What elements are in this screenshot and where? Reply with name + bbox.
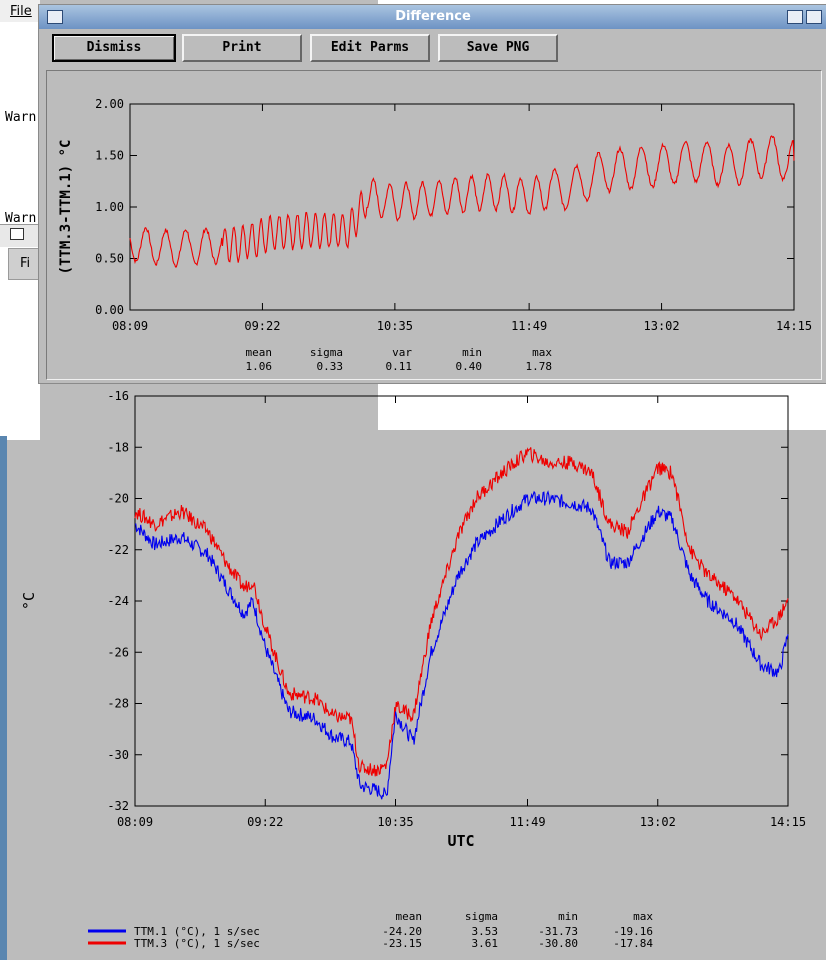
diff-stat-header-mean: mean: [246, 346, 273, 359]
diff-stat-min: 0.40: [456, 360, 483, 373]
diff-stat-header-min: min: [462, 346, 482, 359]
difference-plot-panel: [46, 70, 822, 380]
main-legend: TTM.1 (°C), 1 s/sec TTM.3 (°C), 1 s/sec …: [88, 910, 653, 950]
background-menubar: [0, 0, 40, 22]
main-x-tick-label: 13:02: [640, 815, 676, 829]
diff-x-tick-label: 14:15: [776, 319, 812, 333]
stat-ttm1-min: -31.73: [538, 925, 578, 938]
diff-y-axis-label: (TTM.3-TTM.1) °C: [58, 140, 74, 275]
save-png-button[interactable]: Save PNG: [438, 34, 558, 62]
main-y-tick-label: -26: [107, 645, 129, 659]
main-y-tick-label: -20: [107, 492, 129, 506]
window-title: Difference: [395, 9, 471, 24]
main-x-axis-label: UTC: [447, 832, 474, 850]
stat-ttm3-mean: -23.15: [382, 937, 422, 950]
diff-stat-max: 1.78: [526, 360, 553, 373]
stat-header-sigma: sigma: [465, 910, 498, 923]
main-x-tick-label: 09:22: [247, 815, 283, 829]
background-subwindow-menu-button[interactable]: [10, 228, 24, 240]
main-x-tick-label: 11:49: [509, 815, 545, 829]
diff-stat-header-sigma: sigma: [310, 346, 343, 359]
dismiss-button[interactable]: Dismiss: [52, 34, 176, 62]
legend-label-ttm1: TTM.1 (°C), 1 s/sec: [134, 925, 260, 938]
diff-x-tick-label: 08:09: [112, 319, 148, 333]
main-y-tick-label: -30: [107, 748, 129, 762]
stat-ttm1-sigma: 3.53: [472, 925, 499, 938]
window-menu-icon[interactable]: [47, 10, 63, 24]
main-y-tick-label: -18: [107, 440, 129, 454]
maximize-icon[interactable]: [806, 10, 822, 24]
background-warning-text: Warn: [5, 110, 37, 125]
stat-ttm1-max: -19.16: [613, 925, 653, 938]
print-button[interactable]: Print: [182, 34, 302, 62]
diff-y-tick-label: 0.00: [95, 303, 124, 317]
edit-parms-button[interactable]: Edit Parms: [310, 34, 430, 62]
diff-y-tick-label: 2.00: [95, 97, 124, 111]
stat-header-mean: mean: [396, 910, 423, 923]
diff-stat-header-max: max: [532, 346, 552, 359]
stat-ttm3-max: -17.84: [613, 937, 653, 950]
stat-ttm3-min: -30.80: [538, 937, 578, 950]
menu-file[interactable]: File: [10, 4, 32, 19]
background-warning-text: Warn: [5, 211, 37, 226]
diff-x-tick-label: 10:35: [377, 319, 413, 333]
difference-window: Difference: [38, 4, 826, 384]
stat-ttm1-mean: -24.20: [382, 925, 422, 938]
diff-stats: mean sigma var min max 1.06 0.33 0.11 0.…: [246, 346, 553, 373]
background-text-area: [0, 0, 40, 440]
main-series-line-2: [134, 447, 789, 777]
main-y-tick-label: -32: [107, 799, 129, 813]
difference-plot: 0.00 0.50 1.00 1.50 2.00 08:09 09:22 10:35 11:4…: [58, 97, 812, 373]
main-y-tick-label: -16: [107, 389, 129, 403]
stat-header-max: max: [633, 910, 653, 923]
main-x-tick-label: 08:09: [117, 815, 153, 829]
stat-ttm3-sigma: 3.61: [472, 937, 499, 950]
main-y-axis-label: °C: [20, 592, 38, 610]
diff-series-line-1: [129, 135, 795, 268]
main-x-tick-label: 10:35: [377, 815, 413, 829]
main-y-tick-label: -22: [107, 543, 129, 557]
stat-header-min: min: [558, 910, 578, 923]
main-y-tick-label: -24: [107, 594, 129, 608]
diff-y-tick-label: 1.50: [95, 149, 124, 163]
diff-stat-header-var: var: [392, 346, 412, 359]
main-y-tick-label: -28: [107, 697, 129, 711]
diff-stat-var: 0.11: [386, 360, 413, 373]
main-x-tick-label: 14:15: [770, 815, 806, 829]
diff-x-tick-label: 11:49: [511, 319, 547, 333]
diff-y-tick-label: 1.00: [95, 200, 124, 214]
difference-window-titlebar[interactable]: Difference: [39, 5, 826, 29]
background-subwindow-menu-file[interactable]: Fi: [20, 256, 31, 271]
diff-x-tick-label: 13:02: [644, 319, 680, 333]
diff-stat-mean: 1.06: [246, 360, 273, 373]
diff-y-tick-label: 0.50: [95, 252, 124, 266]
main-temperature-plot: -16 -18 -20 -22 -24 -26 -28 -30 -32 08:09 09:22 10…: [20, 389, 806, 950]
minimize-icon[interactable]: [787, 10, 803, 24]
main-series-line-1: [134, 490, 789, 800]
diff-x-tick-label: 09:22: [244, 319, 280, 333]
legend-label-ttm3: TTM.3 (°C), 1 s/sec: [134, 937, 260, 950]
diff-stat-sigma: 0.33: [317, 360, 344, 373]
background-desktop-strip: [0, 436, 7, 960]
